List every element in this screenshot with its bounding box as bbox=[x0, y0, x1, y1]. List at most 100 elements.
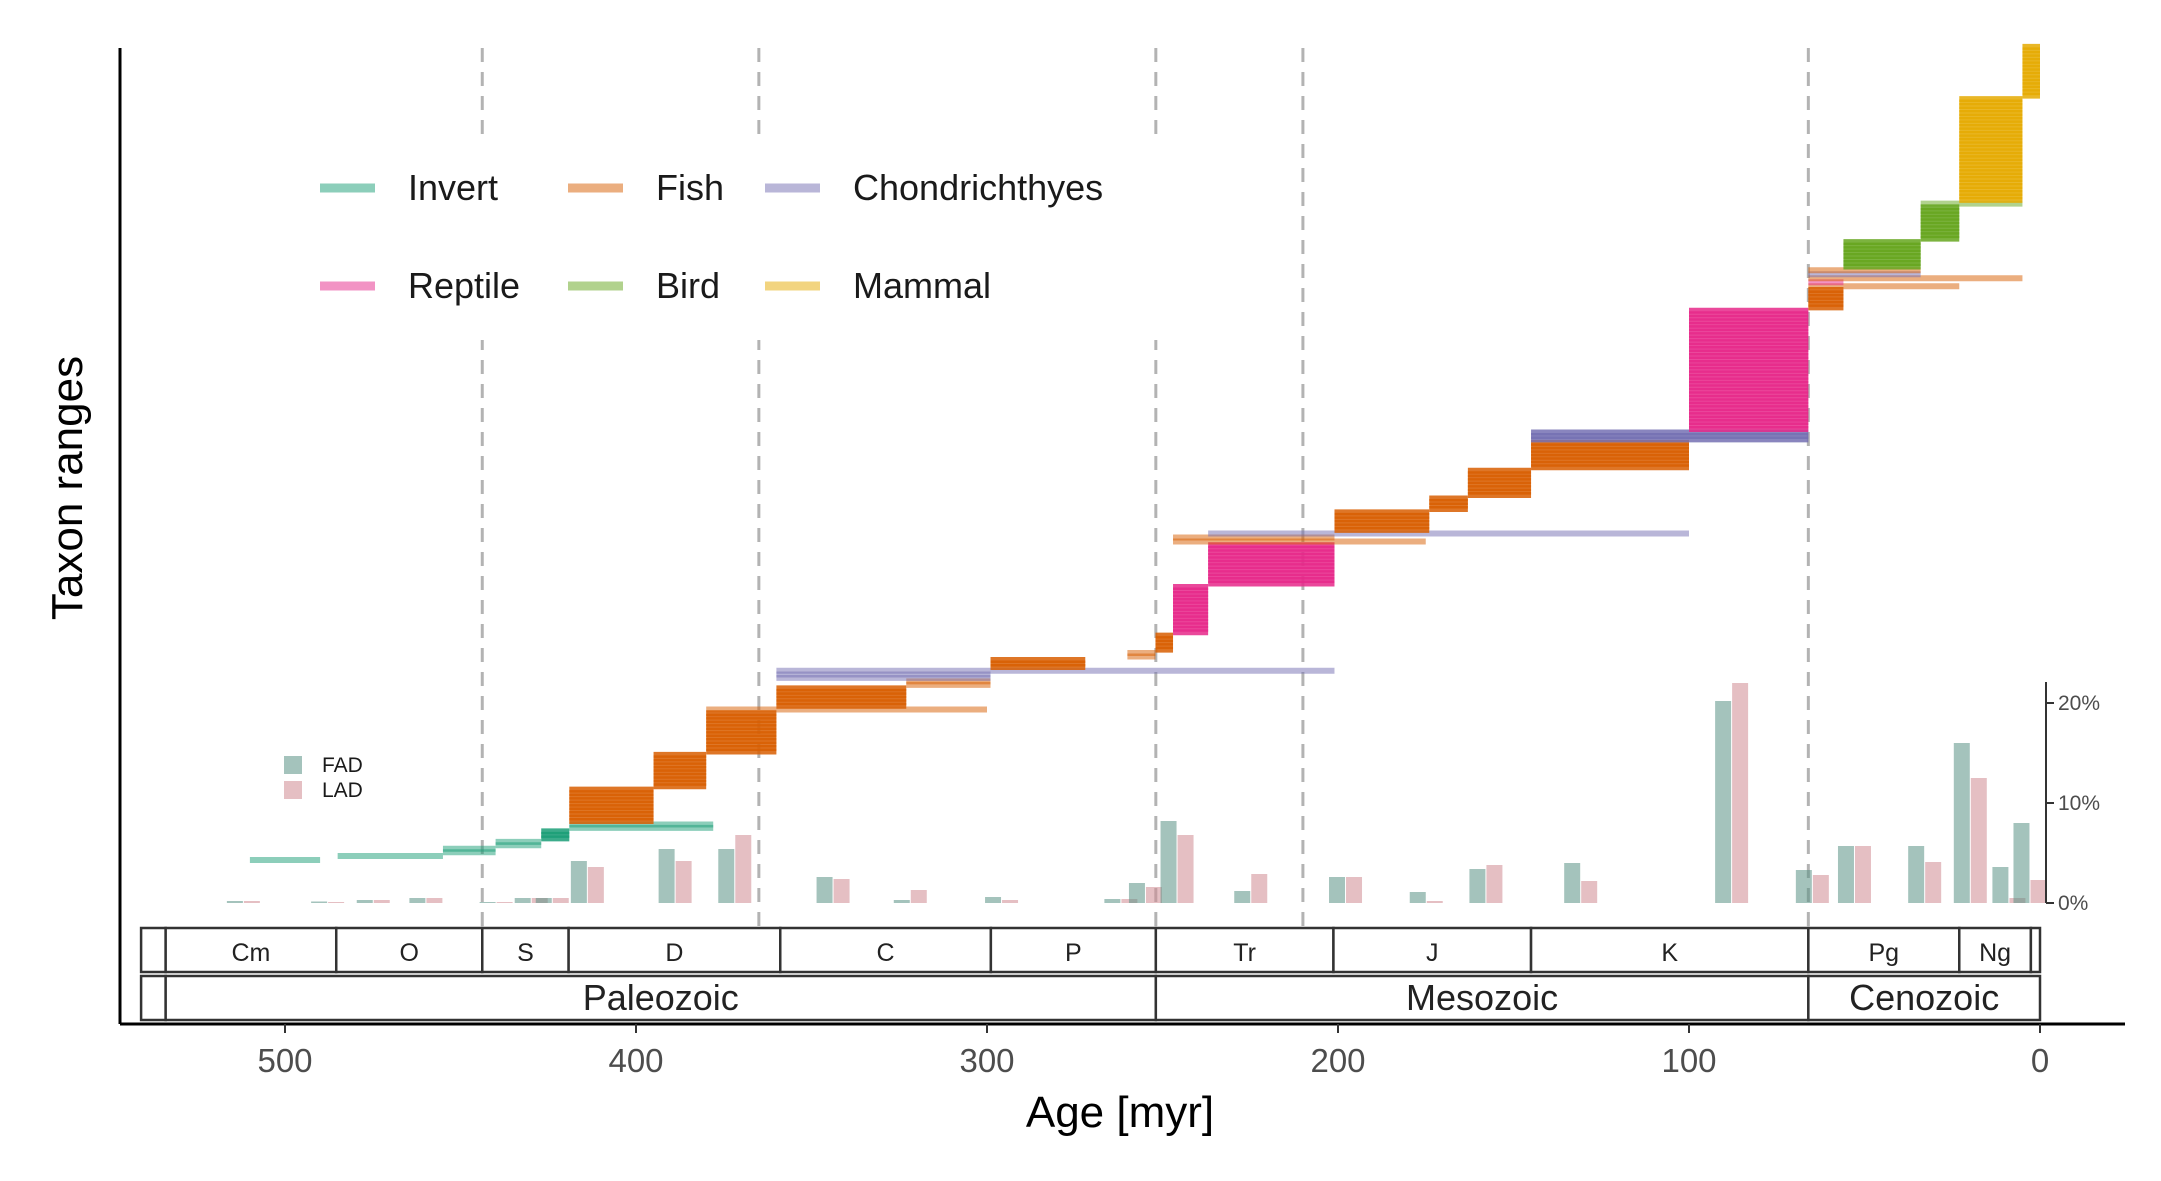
period-label: C bbox=[877, 939, 895, 967]
lad-bar bbox=[1812, 875, 1829, 903]
fad-bar bbox=[1715, 701, 1732, 903]
fad-bar bbox=[1795, 870, 1812, 903]
fad-bar bbox=[1104, 899, 1121, 903]
lad-bar bbox=[1426, 901, 1443, 903]
fad-bar bbox=[1128, 883, 1145, 903]
secondary-tick-label: 20% bbox=[2058, 692, 2100, 715]
period-box bbox=[139, 926, 167, 974]
fad-bar bbox=[985, 897, 1002, 903]
x-tick-label: 0 bbox=[2031, 1042, 2049, 1079]
fad-bar bbox=[1837, 846, 1854, 903]
x-tick-label: 500 bbox=[257, 1042, 312, 1079]
lad-bar bbox=[1581, 881, 1598, 903]
lad-bar bbox=[1732, 683, 1749, 903]
period-box bbox=[1332, 926, 1533, 974]
fad-bar bbox=[1908, 846, 1925, 903]
fad-bar bbox=[893, 900, 910, 903]
period-label: S bbox=[517, 939, 534, 967]
fad-bar bbox=[1160, 821, 1177, 903]
era-label: Paleozoic bbox=[583, 977, 739, 1018]
period-box bbox=[164, 926, 338, 974]
period-box bbox=[1154, 926, 1335, 974]
legend-label: Fish bbox=[656, 167, 724, 208]
lad-bar bbox=[2030, 880, 2047, 903]
period-label: Ng bbox=[1979, 939, 2011, 967]
period-label: P bbox=[1065, 939, 1082, 967]
period-label: O bbox=[400, 939, 419, 967]
fad-bar bbox=[1992, 867, 2009, 903]
lad-bar bbox=[496, 902, 513, 903]
hist-legend-key bbox=[284, 756, 302, 774]
period-box bbox=[1529, 926, 1810, 974]
period-label: Pg bbox=[1869, 939, 1900, 967]
lad-bar bbox=[1486, 865, 1503, 903]
hist-legend-label: LAD bbox=[322, 779, 363, 802]
fad-bar bbox=[570, 861, 587, 903]
lad-bar bbox=[1002, 900, 1019, 903]
era-label: Cenozoic bbox=[1849, 977, 1999, 1018]
legend-label: Reptile bbox=[408, 265, 520, 306]
era-box bbox=[1807, 974, 2042, 1022]
lad-bar bbox=[1925, 862, 1942, 903]
lad-bar bbox=[910, 890, 927, 903]
period-label: J bbox=[1426, 939, 1439, 967]
lad-bar bbox=[426, 898, 443, 903]
x-tick-label: 400 bbox=[608, 1042, 663, 1079]
fad-bar bbox=[356, 900, 373, 903]
period-label: Cm bbox=[232, 939, 271, 967]
fad-bar bbox=[2013, 823, 2030, 903]
period-box bbox=[989, 926, 1158, 974]
fad-bar bbox=[479, 902, 496, 903]
fad-bar bbox=[311, 901, 328, 903]
period-box bbox=[334, 926, 484, 974]
fad-bar bbox=[1409, 892, 1426, 903]
geologic-timescale: Cm O S D C P Tr J K Pg Ng Paleozoic Mesozoic Cenozoic bbox=[139, 926, 2042, 1022]
period-label: Tr bbox=[1233, 939, 1256, 967]
secondary-tick-label: 0% bbox=[2058, 892, 2088, 915]
fad-bar bbox=[1329, 877, 1346, 903]
x-axis-title: Age [myr] bbox=[1026, 1088, 1214, 1137]
hist-legend-label: FAD bbox=[322, 754, 363, 777]
lad-bar bbox=[587, 867, 604, 903]
fad-bar bbox=[514, 898, 531, 903]
lad-bar bbox=[1145, 887, 1162, 903]
fad-bar bbox=[409, 898, 426, 903]
period-label: K bbox=[1661, 939, 1678, 967]
legend-label: Mammal bbox=[853, 265, 991, 306]
lad-bar bbox=[243, 901, 260, 903]
lad-bar bbox=[373, 900, 390, 903]
taxon-range-lines bbox=[249, 43, 2040, 863]
era-box bbox=[139, 974, 167, 1022]
era-box bbox=[1154, 974, 1810, 1022]
fad-bar bbox=[658, 849, 675, 903]
period-box bbox=[2029, 926, 2042, 974]
secondary-tick-label: 10% bbox=[2058, 792, 2100, 815]
period-label: D bbox=[665, 939, 683, 967]
fad-bar bbox=[1564, 863, 1581, 903]
axes: 500 400 300 200 100 0 bbox=[118, 48, 2125, 1079]
lad-bar bbox=[675, 861, 692, 903]
period-box bbox=[1958, 926, 2033, 974]
lad-bar bbox=[1970, 778, 1987, 903]
x-tick-label: 200 bbox=[1310, 1042, 1365, 1079]
fad-bar bbox=[1234, 891, 1251, 903]
lad-bar bbox=[1346, 877, 1363, 903]
lad-bar bbox=[1177, 835, 1194, 903]
fad-bar bbox=[718, 849, 735, 903]
legend-label: Invert bbox=[408, 167, 498, 208]
legend-background bbox=[300, 140, 1160, 340]
era-label: Mesozoic bbox=[1406, 977, 1558, 1018]
lad-bar bbox=[833, 879, 850, 903]
lad-bar bbox=[1251, 874, 1268, 903]
y-axis-title: Taxon ranges bbox=[43, 356, 92, 620]
lad-bar bbox=[552, 898, 569, 903]
legend-label: Chondrichthyes bbox=[853, 167, 1103, 208]
hist-legend-key bbox=[284, 781, 302, 799]
legend-label: Bird bbox=[656, 265, 720, 306]
lad-bar bbox=[1854, 846, 1871, 903]
fad-bar bbox=[535, 898, 552, 903]
fad-lad-histogram: 0% 10% 20% bbox=[226, 682, 2100, 915]
group-legend: Invert Fish Chondrichthyes Reptile Bird Mamma… bbox=[300, 140, 1160, 340]
